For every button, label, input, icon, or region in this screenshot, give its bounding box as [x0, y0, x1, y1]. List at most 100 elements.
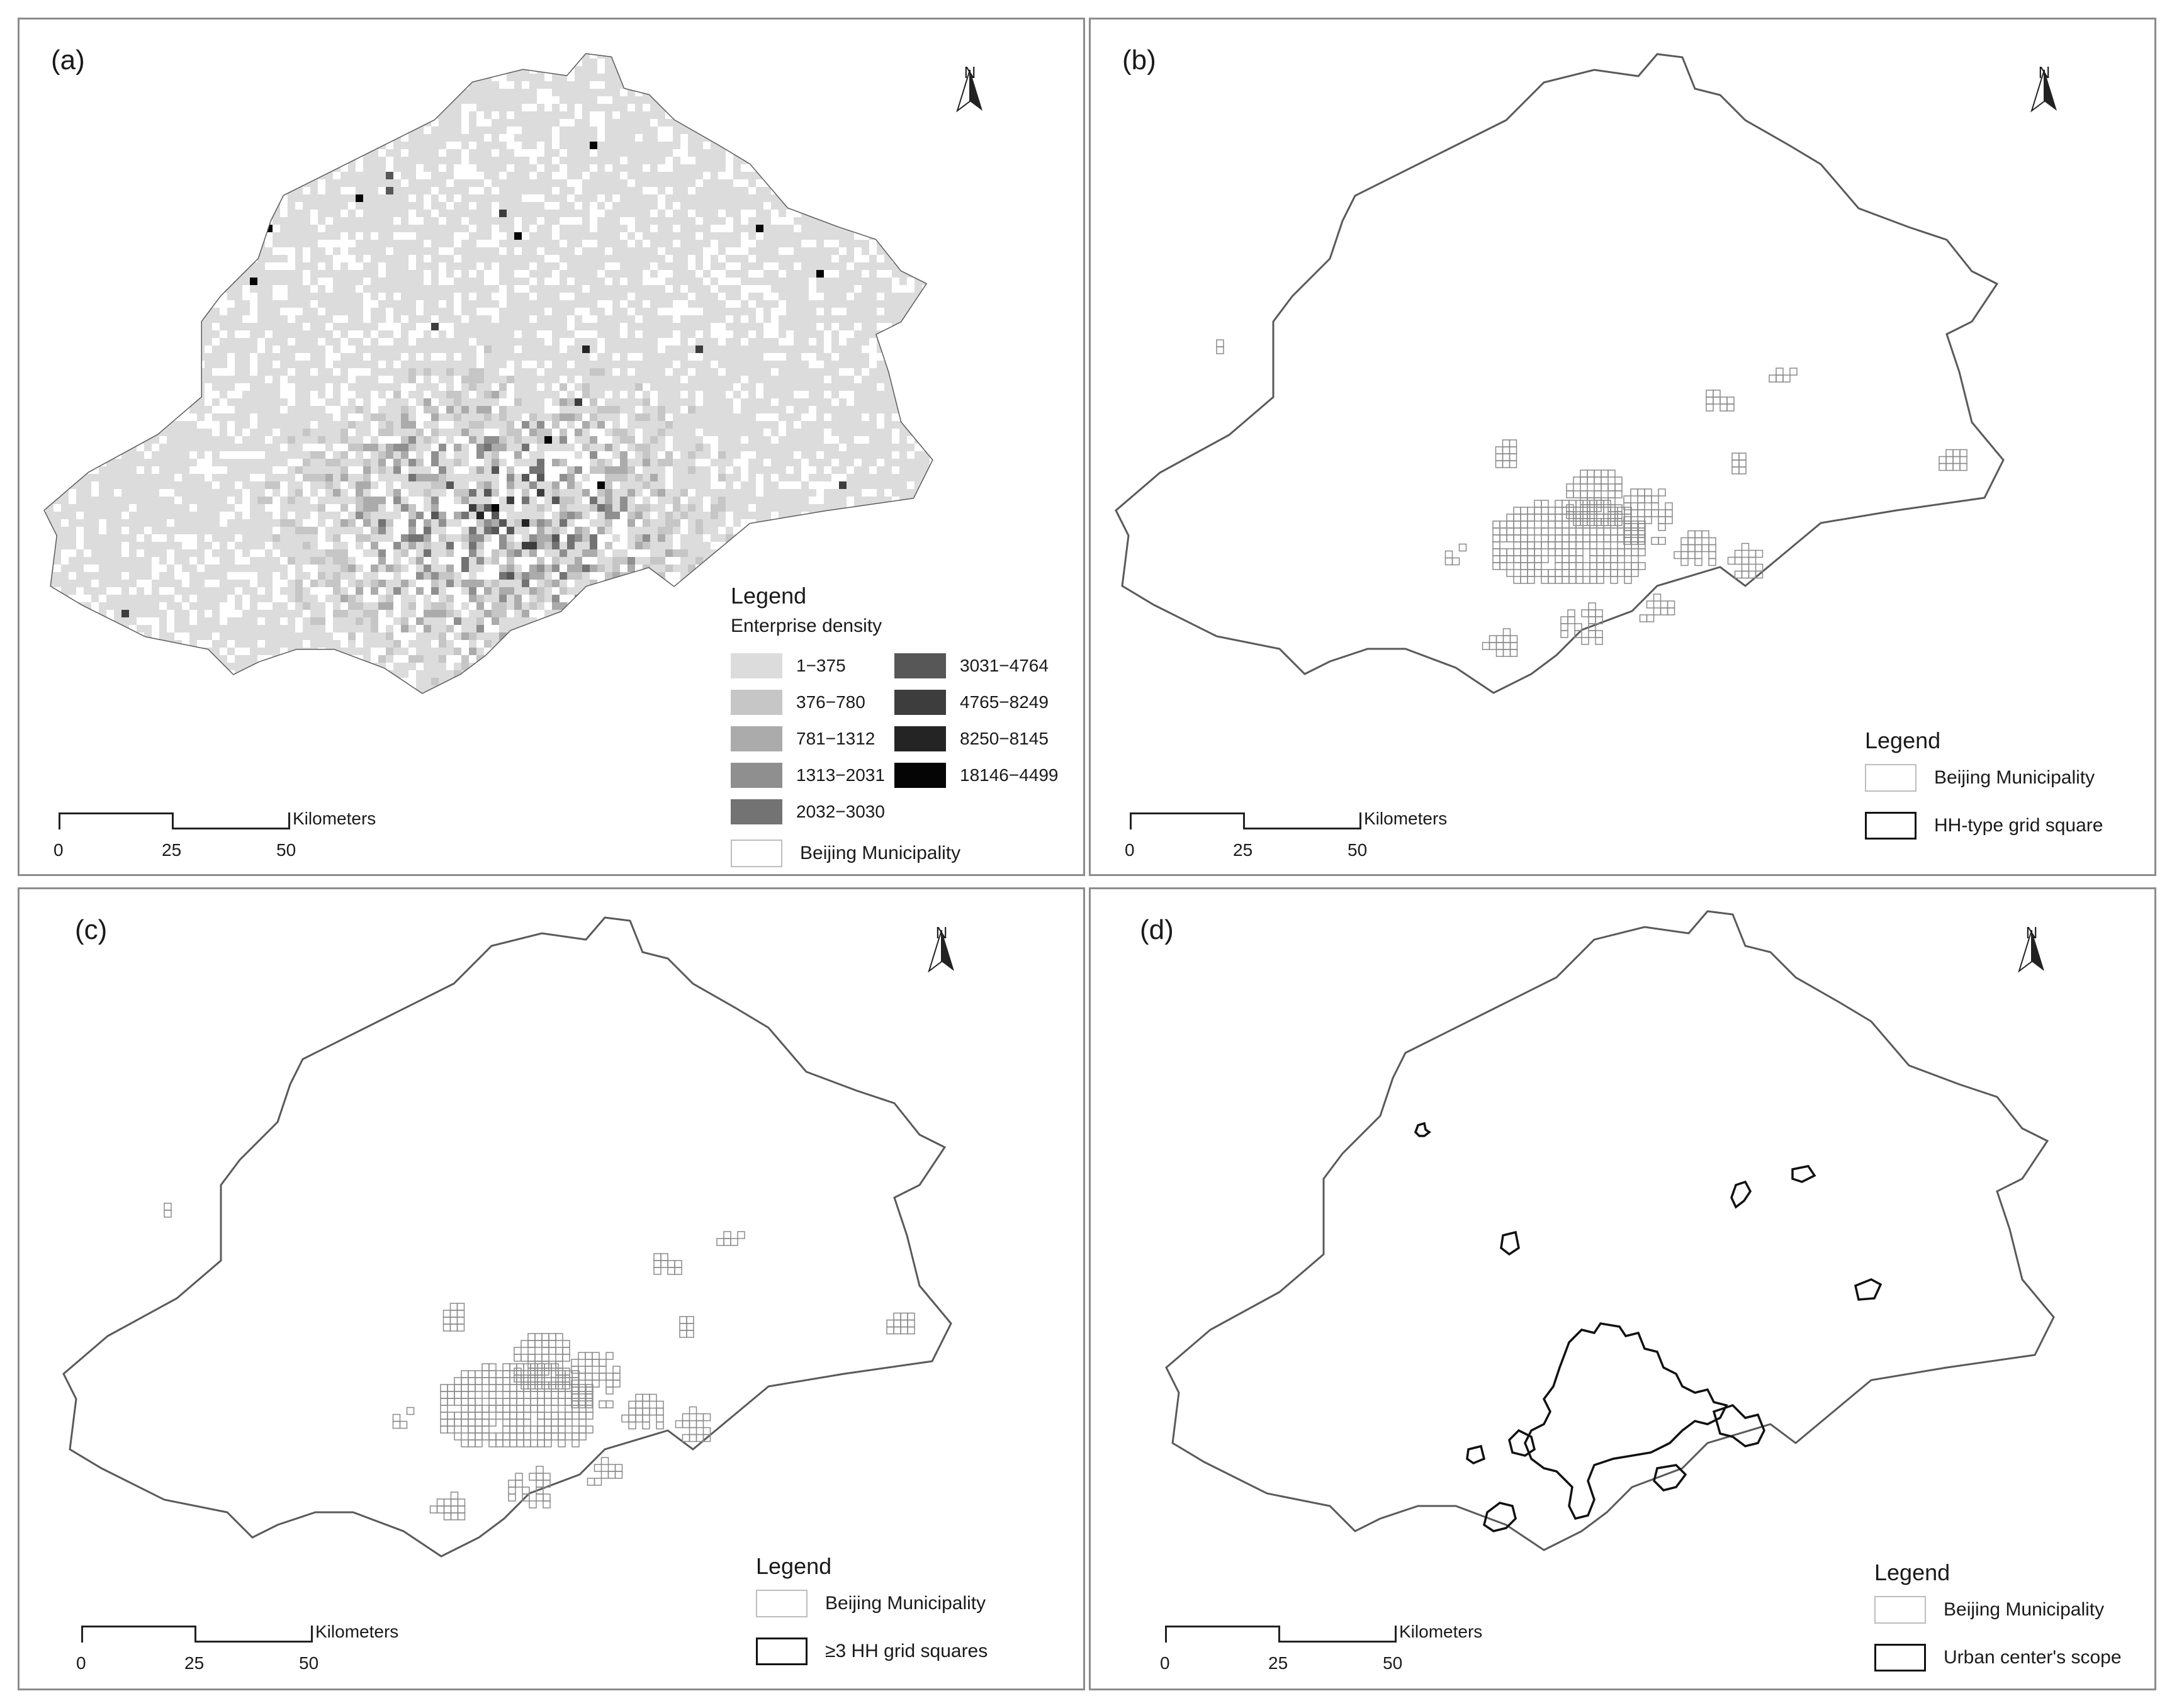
- density-cell: [884, 270, 892, 278]
- density-cell: [831, 164, 839, 172]
- density-cell: [76, 164, 84, 172]
- density-cell: [167, 217, 174, 225]
- density-cell: [144, 134, 152, 142]
- density-cell: [99, 187, 106, 194]
- density-cell: [847, 262, 854, 270]
- density-cell: [522, 81, 529, 89]
- density-cell: [484, 179, 492, 187]
- density-cell: [69, 270, 76, 278]
- density-cell: [560, 300, 567, 308]
- density-cell: [499, 225, 507, 232]
- density-cell: [711, 126, 718, 134]
- density-cell: [205, 346, 212, 353]
- density-cell: [288, 262, 295, 270]
- density-cell: [673, 81, 680, 89]
- density-cell: [439, 119, 446, 126]
- density-cell: [522, 126, 529, 134]
- density-cell: [348, 202, 356, 210]
- density-cell: [847, 255, 854, 262]
- density-cell: [507, 247, 514, 255]
- density-cell: [393, 338, 401, 346]
- density-cell: [794, 315, 801, 323]
- density-cell: [711, 217, 718, 225]
- density-cell: [862, 157, 869, 164]
- density-cell: [514, 262, 522, 270]
- density-cell: [212, 157, 220, 164]
- density-cell: [250, 278, 257, 285]
- density-cell: [159, 194, 167, 202]
- density-cell: [288, 346, 295, 353]
- density-cell: [869, 270, 877, 278]
- density-cell: [703, 54, 711, 59]
- density-cell: [363, 315, 371, 323]
- density-cell: [363, 96, 371, 104]
- density-cell: [446, 81, 454, 89]
- density-cell: [454, 134, 461, 142]
- density-cell: [597, 194, 605, 202]
- density-cell: [53, 126, 61, 134]
- density-cell: [643, 126, 650, 134]
- density-cell: [635, 157, 643, 164]
- density-cell: [507, 89, 514, 96]
- density-cell: [809, 315, 816, 323]
- density-cell: [537, 278, 544, 285]
- density-cell: [416, 285, 424, 293]
- density-cell: [235, 157, 242, 164]
- density-cell: [582, 232, 590, 240]
- density-cell: [718, 194, 726, 202]
- density-cell: [310, 308, 318, 315]
- density-cell: [809, 308, 816, 315]
- density-cell: [137, 308, 144, 315]
- density-cell: [341, 187, 348, 194]
- density-cell: [265, 142, 273, 149]
- density-cell: [847, 96, 854, 104]
- density-cell: [220, 81, 227, 89]
- density-cell: [356, 247, 363, 255]
- density-cell: [620, 247, 628, 255]
- density-cell: [711, 293, 718, 300]
- density-cell: [620, 232, 628, 240]
- density-cell: [816, 149, 824, 157]
- density-cell: [824, 187, 831, 194]
- density-cell: [91, 74, 99, 81]
- density-cell: [907, 240, 915, 247]
- density-cell: [318, 111, 325, 119]
- density-cell: [273, 217, 280, 225]
- density-cell: [643, 315, 650, 323]
- density-cell: [242, 164, 250, 172]
- density-cell: [899, 232, 907, 240]
- density-cell: [439, 126, 446, 134]
- density-cell: [174, 111, 182, 119]
- density-cell: [121, 142, 129, 149]
- density-cell: [484, 300, 492, 308]
- density-cell: [454, 346, 461, 353]
- density-cell: [831, 134, 839, 142]
- density-cell: [763, 232, 771, 240]
- density-cell: [197, 119, 205, 126]
- density-cell: [257, 323, 265, 330]
- density-cell: [628, 315, 635, 323]
- density-cell: [341, 330, 348, 338]
- density-cell: [333, 142, 341, 149]
- density-cell: [476, 346, 484, 353]
- density-cell: [439, 255, 446, 262]
- density-cell: [854, 338, 862, 346]
- density-cell: [76, 270, 84, 278]
- density-cell: [106, 202, 114, 210]
- density-cell: [763, 255, 771, 262]
- density-cell: [786, 104, 794, 111]
- density-cell: [378, 134, 386, 142]
- density-cell: [144, 96, 152, 104]
- density-cell: [718, 119, 726, 126]
- density-cell: [288, 330, 295, 338]
- density-cell: [356, 315, 363, 323]
- density-cell: [741, 323, 748, 330]
- density-cell: [378, 293, 386, 300]
- density-cell: [197, 81, 205, 89]
- density-cell: [45, 217, 46, 225]
- density-cell: [552, 59, 560, 66]
- density-cell: [507, 285, 514, 293]
- density-cell: [242, 96, 250, 104]
- density-cell: [476, 323, 484, 330]
- density-cell: [590, 149, 597, 157]
